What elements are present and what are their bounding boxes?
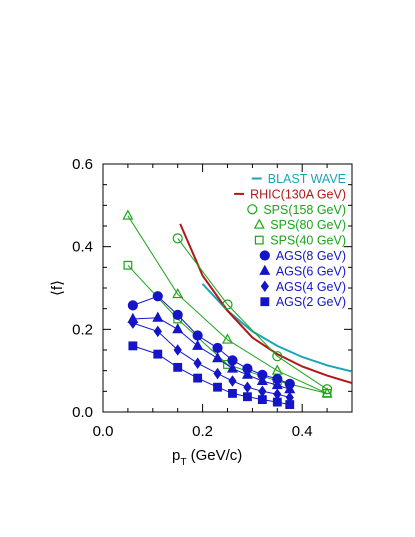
- data-point: [213, 382, 222, 392]
- legend-label: RHIC(130A GeV): [250, 187, 346, 201]
- data-point: [192, 339, 204, 350]
- data-series: [122, 209, 333, 409]
- data-point: [213, 367, 222, 380]
- series-ags-2-gev-: [128, 341, 295, 409]
- legend-label: AGS(2 GeV): [276, 295, 346, 309]
- x-tick-label: 0.0: [93, 423, 114, 440]
- legend-label: SPS(158 GeV): [263, 203, 346, 217]
- tick-labels: 0.0 0.2 0.4 0.0 0.2 0.4 0.6: [72, 156, 312, 440]
- legend-marker: [259, 250, 270, 261]
- data-point: [127, 300, 138, 311]
- data-point: [242, 392, 252, 402]
- legend-marker: [259, 264, 271, 275]
- data-point: [153, 349, 163, 359]
- series-line: [132, 345, 290, 406]
- data-point: [128, 341, 138, 351]
- x-axis-label-units: (GeV/c): [186, 447, 242, 464]
- data-point: [322, 384, 333, 395]
- legend-label: SPS(40 GeV): [270, 234, 346, 248]
- y-tick-label: 0.2: [72, 321, 93, 338]
- y-tick-label: 0.0: [72, 404, 93, 421]
- data-point: [173, 362, 183, 372]
- legend-label: BLAST WAVE: [268, 172, 346, 186]
- curve-rhic-130a-gev-: [179, 223, 352, 385]
- data-point: [123, 260, 133, 270]
- y-axis-label: ⟨f⟩: [49, 280, 66, 296]
- data-point: [272, 397, 282, 407]
- data-point: [192, 330, 203, 341]
- legend-label: AGS(4 GeV): [276, 280, 346, 294]
- data-point: [122, 209, 134, 220]
- x-axis-label: pT (GeV/c): [172, 447, 242, 468]
- data-point: [212, 342, 223, 354]
- data-point: [152, 291, 163, 302]
- data-point: [212, 352, 224, 363]
- data-point: [322, 388, 332, 398]
- legend-marker: [254, 235, 264, 245]
- legend-marker: [260, 297, 270, 307]
- data-point: [273, 388, 282, 400]
- series-line: [127, 215, 328, 394]
- data-point: [228, 375, 237, 387]
- data-point: [221, 333, 234, 344]
- data-point: [256, 374, 268, 385]
- series-ags-8-gev-: [127, 291, 295, 389]
- legend-label: AGS(8 GeV): [276, 249, 346, 263]
- data-point: [222, 299, 233, 310]
- y-tick-label: 0.6: [72, 156, 93, 173]
- series-ags-4-gev-: [128, 317, 294, 404]
- legend-marker: [260, 280, 269, 293]
- y-tick-label: 0.4: [72, 239, 93, 256]
- series-line: [132, 317, 290, 390]
- data-point: [285, 400, 295, 409]
- data-point: [173, 344, 182, 356]
- x-tick-label: 0.4: [292, 423, 313, 440]
- data-point: [193, 373, 203, 383]
- x-axis-label-main: p: [172, 447, 180, 464]
- data-point: [153, 325, 162, 338]
- data-point: [241, 368, 253, 379]
- data-point: [172, 309, 183, 320]
- model-curves: [179, 223, 352, 385]
- axis-ticks: [102, 163, 353, 413]
- data-point: [228, 388, 237, 398]
- legend-marker: [253, 218, 265, 229]
- data-point: [258, 385, 267, 398]
- data-point: [172, 323, 184, 334]
- data-point: [172, 287, 184, 299]
- legend-label: SPS(80 GeV): [270, 218, 346, 232]
- legend-marker: [247, 204, 258, 215]
- series-line: [132, 322, 290, 398]
- data-point: [272, 351, 283, 362]
- data-point: [243, 381, 252, 393]
- data-point: [172, 233, 183, 244]
- legend-label: AGS(6 GeV): [276, 264, 346, 278]
- data-point: [128, 317, 137, 329]
- data-point: [271, 364, 283, 375]
- series-sps-158-gev-: [172, 233, 333, 395]
- data-point: [257, 395, 267, 405]
- series-line: [132, 295, 290, 385]
- data-point: [193, 357, 202, 369]
- data-point: [152, 311, 164, 322]
- x-tick-label: 0.2: [192, 423, 213, 440]
- data-point: [226, 362, 238, 373]
- x-axis-label-subscript: T: [180, 457, 186, 468]
- series-line: [177, 238, 328, 390]
